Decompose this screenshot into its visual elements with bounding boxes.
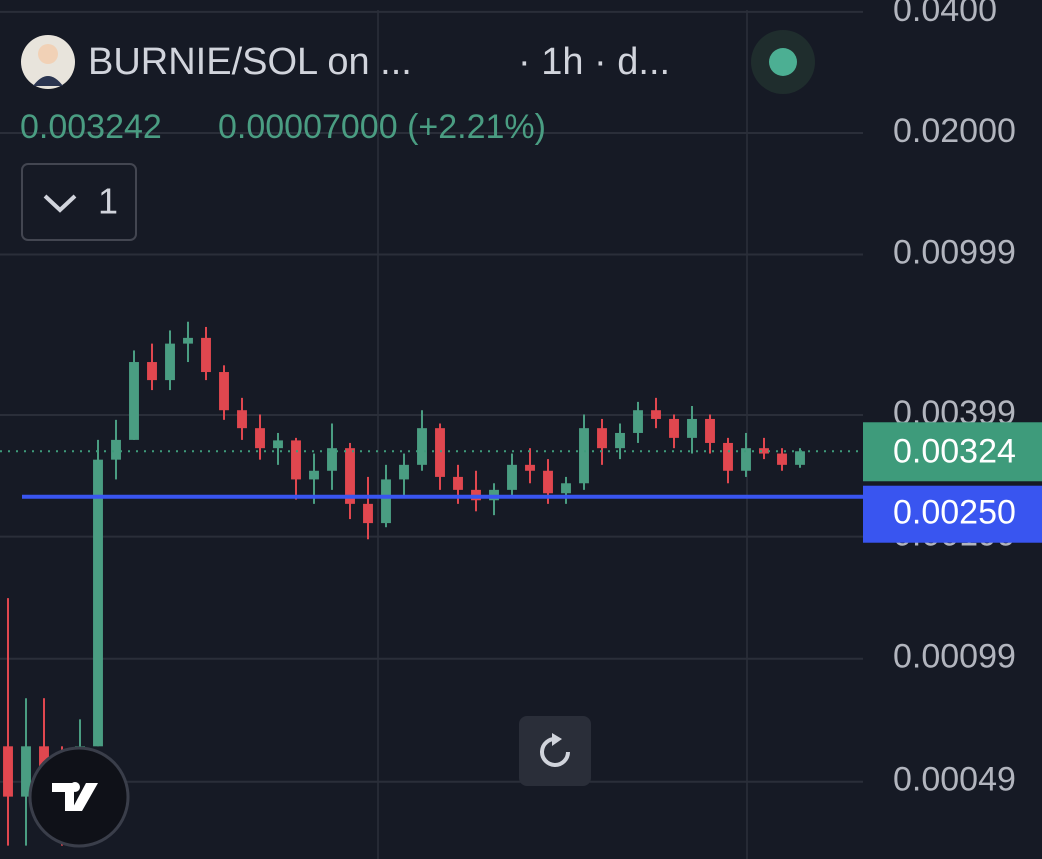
candle-body [363,503,373,524]
reset-arrow [552,733,562,746]
candle-body [201,337,211,373]
y-tick-label: 0.00099 [893,638,1016,676]
candle-body [651,410,661,419]
last-price-tag-label: 0.00324 [893,432,1016,470]
candle-body [525,464,535,471]
candle-body [273,440,283,449]
reset-button[interactable] [519,716,591,786]
candle-body [687,418,697,438]
candle-body [615,432,625,449]
tv-logo-mark [52,783,98,811]
alert-tag-label: 0.00250 [893,494,1016,532]
candle-body [147,362,157,381]
candle-body [669,418,679,438]
candle-body [579,428,589,484]
candle-body [129,362,139,440]
candle-body [777,453,787,465]
plot [0,321,863,846]
y-tick-label: 0.0400 [893,0,997,29]
grid [0,10,863,783]
symbol-title: BURNIE/SOL on ... [88,41,412,83]
candle-body [309,470,319,480]
candle-body [255,428,265,449]
candle-body [723,442,733,471]
candle-body [21,746,31,797]
last-price-tag [863,422,1042,482]
alert-tag [863,485,1042,543]
candle-body [291,440,301,480]
candle-body [597,428,607,449]
candle-body [237,410,247,429]
candle-body [435,428,445,477]
candle-body [219,372,229,411]
header: BURNIE/SOL on ... · 1h · d... 0.003242 0… [20,30,815,241]
price-change: 0.00007000 (+2.21%) [218,108,546,146]
candle-body [381,479,391,524]
candle-body [705,418,715,443]
candle-body [453,476,463,490]
candle-body [417,428,427,465]
candle-body [165,343,175,381]
interval: · 1h · d... [518,41,670,83]
candle-body [633,410,643,433]
candle-body [183,337,193,344]
candle-body [111,439,121,460]
y-tick-label: 0.02000 [893,112,1016,150]
candle-body [399,464,409,480]
avatar-face [38,44,58,64]
reset-icon [540,736,570,767]
candle-body [3,746,13,797]
candle-body [561,483,571,494]
candle-body [507,464,517,490]
status-dot [769,48,797,76]
y-tick-label: 0.00999 [893,233,1016,271]
indicators-button[interactable] [21,163,137,241]
candle-body [345,448,355,504]
indicator-count: 1 [98,181,118,222]
y-tick-label: 0.00049 [893,761,1016,799]
candle-body [543,470,553,494]
candle-body [93,459,103,747]
candle-body [795,451,805,465]
candle-body [327,448,337,471]
tv-logo-dot [70,782,80,792]
candle-body [741,448,751,471]
price-axis: 0.04000.020000.009990.003990.001990.0009… [863,0,1042,859]
last-price: 0.003242 [20,108,162,146]
candle-body [759,448,769,454]
chevron-icon [43,194,77,213]
avatar-body [33,76,63,86]
